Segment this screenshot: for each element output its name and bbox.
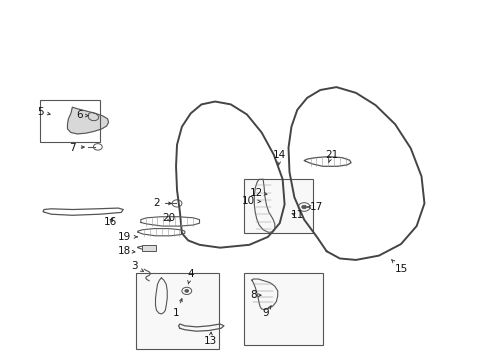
Text: 19: 19 xyxy=(118,232,137,242)
Text: 8: 8 xyxy=(249,290,261,300)
Circle shape xyxy=(301,205,306,209)
Text: 11: 11 xyxy=(290,210,304,220)
Text: 20: 20 xyxy=(162,213,175,223)
Text: 6: 6 xyxy=(76,110,88,120)
Text: 16: 16 xyxy=(103,217,117,228)
Text: 10: 10 xyxy=(242,196,260,206)
Text: 15: 15 xyxy=(391,260,407,274)
Text: 12: 12 xyxy=(249,188,266,198)
Text: 9: 9 xyxy=(262,305,271,318)
Text: 7: 7 xyxy=(69,143,84,153)
Text: 13: 13 xyxy=(203,332,217,346)
Text: 17: 17 xyxy=(307,202,323,212)
Text: 4: 4 xyxy=(187,269,194,284)
Bar xyxy=(136,273,219,349)
Bar xyxy=(142,245,156,251)
Text: 14: 14 xyxy=(272,150,286,165)
Bar xyxy=(40,100,100,142)
Text: 21: 21 xyxy=(324,150,338,163)
Text: 2: 2 xyxy=(153,198,171,208)
Circle shape xyxy=(184,289,188,292)
Text: 5: 5 xyxy=(37,107,50,117)
Polygon shape xyxy=(67,107,108,134)
Bar xyxy=(244,273,322,345)
Text: 3: 3 xyxy=(131,261,143,271)
Text: 1: 1 xyxy=(172,299,182,318)
Bar xyxy=(244,179,312,233)
Text: 18: 18 xyxy=(118,246,135,256)
